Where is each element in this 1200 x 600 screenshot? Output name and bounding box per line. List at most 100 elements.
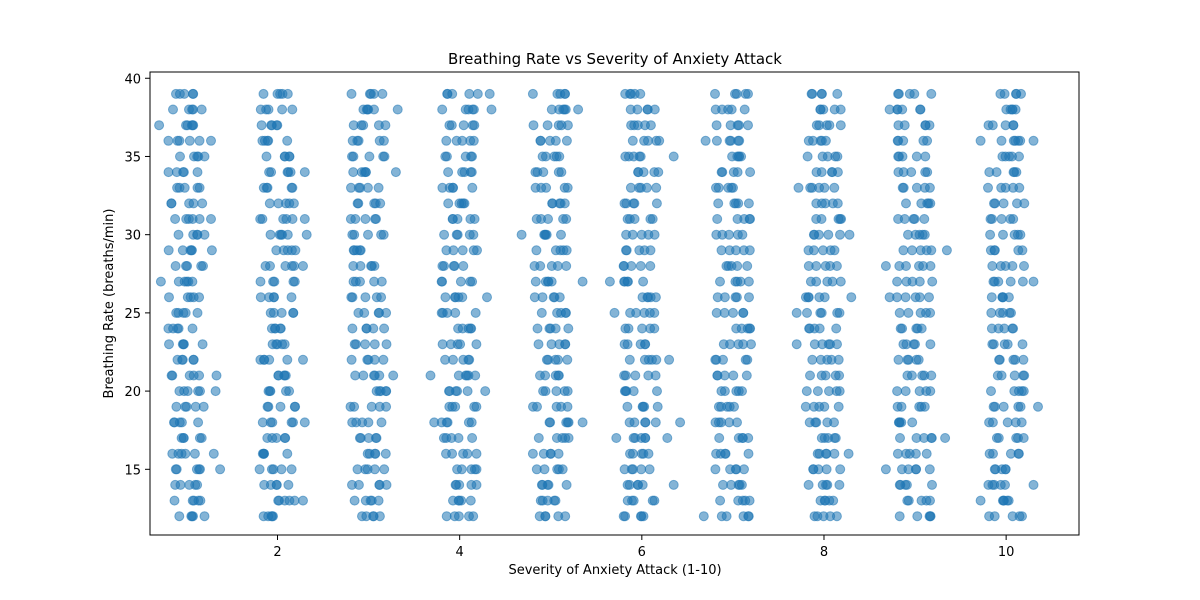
data-point (346, 88, 357, 99)
data-point (448, 245, 459, 256)
data-point (893, 214, 904, 224)
data-point (450, 401, 461, 412)
data-point (464, 88, 475, 99)
data-point (712, 370, 723, 381)
data-point (640, 417, 651, 428)
data-point (814, 292, 825, 303)
data-point (736, 323, 747, 334)
data-point (277, 104, 288, 115)
data-point (289, 276, 300, 287)
data-point (469, 120, 480, 131)
data-point (555, 245, 566, 256)
data-point (280, 261, 291, 271)
data-point (726, 104, 737, 115)
data-point (268, 292, 279, 303)
data-point (180, 307, 191, 318)
data-point (196, 261, 207, 271)
data-point (176, 417, 187, 428)
data-point (832, 167, 843, 178)
data-point (802, 151, 813, 162)
data-point (173, 229, 184, 240)
y-axis-title: Breathing Rate (breaths/min) (102, 209, 117, 399)
data-point (168, 104, 178, 115)
data-point (289, 401, 300, 412)
data-point (1004, 151, 1015, 162)
data-point (640, 120, 650, 131)
data-point (713, 401, 724, 412)
data-point (894, 307, 905, 318)
data-point (716, 245, 727, 256)
data-point (892, 276, 903, 287)
data-point (925, 339, 936, 350)
data-point (365, 88, 376, 99)
data-point (532, 323, 543, 334)
data-point (271, 433, 282, 443)
data-point (553, 511, 564, 522)
data-point (629, 88, 640, 99)
data-point (360, 495, 371, 506)
data-point (924, 292, 934, 303)
data-point (369, 276, 380, 287)
data-point (450, 307, 461, 318)
data-point (903, 495, 914, 506)
x-tick-label: 6 (638, 545, 646, 560)
data-point (620, 511, 631, 522)
data-point (649, 495, 660, 506)
data-point (914, 229, 925, 240)
data-point (921, 448, 932, 459)
data-point (542, 495, 553, 506)
data-point (907, 276, 918, 287)
data-point (551, 433, 562, 443)
data-point (745, 167, 756, 178)
data-point (987, 261, 998, 271)
data-point (1008, 167, 1019, 178)
data-point (376, 292, 387, 303)
data-point (896, 417, 907, 428)
data-point (199, 229, 210, 240)
data-point (283, 479, 294, 490)
data-point (902, 354, 913, 365)
data-point (743, 198, 754, 209)
data-point (1005, 276, 1016, 287)
data-point (545, 323, 556, 334)
data-point (827, 276, 838, 287)
data-point (275, 88, 286, 99)
data-point (357, 511, 367, 522)
data-point (390, 167, 401, 178)
data-point (170, 479, 181, 490)
data-point (208, 448, 219, 459)
data-point (366, 401, 377, 412)
data-point (360, 339, 371, 350)
data-point (940, 433, 951, 443)
data-point (264, 386, 275, 397)
y-tick-label: 25 (124, 307, 141, 322)
data-point (1008, 323, 1019, 334)
data-point (360, 292, 371, 303)
data-point (733, 151, 744, 162)
data-point (809, 339, 820, 350)
data-point (895, 433, 905, 443)
data-point (915, 104, 926, 115)
data-point (999, 339, 1010, 350)
data-point (998, 292, 1009, 303)
data-point (460, 151, 471, 162)
data-point (438, 433, 449, 443)
data-point (561, 417, 572, 428)
data-point (184, 479, 195, 490)
data-point (826, 354, 837, 365)
data-point (556, 120, 567, 131)
data-point (174, 182, 185, 193)
data-point (739, 464, 749, 475)
data-point (651, 182, 662, 193)
data-point (892, 401, 903, 412)
data-point (893, 135, 904, 146)
data-point (811, 276, 822, 287)
plot-frame (149, 71, 1080, 536)
data-point (380, 120, 391, 131)
data-point (901, 448, 912, 459)
data-point (355, 182, 366, 193)
data-point (436, 307, 447, 318)
data-point (362, 464, 373, 475)
data-point (844, 229, 855, 240)
data-point (298, 354, 308, 365)
